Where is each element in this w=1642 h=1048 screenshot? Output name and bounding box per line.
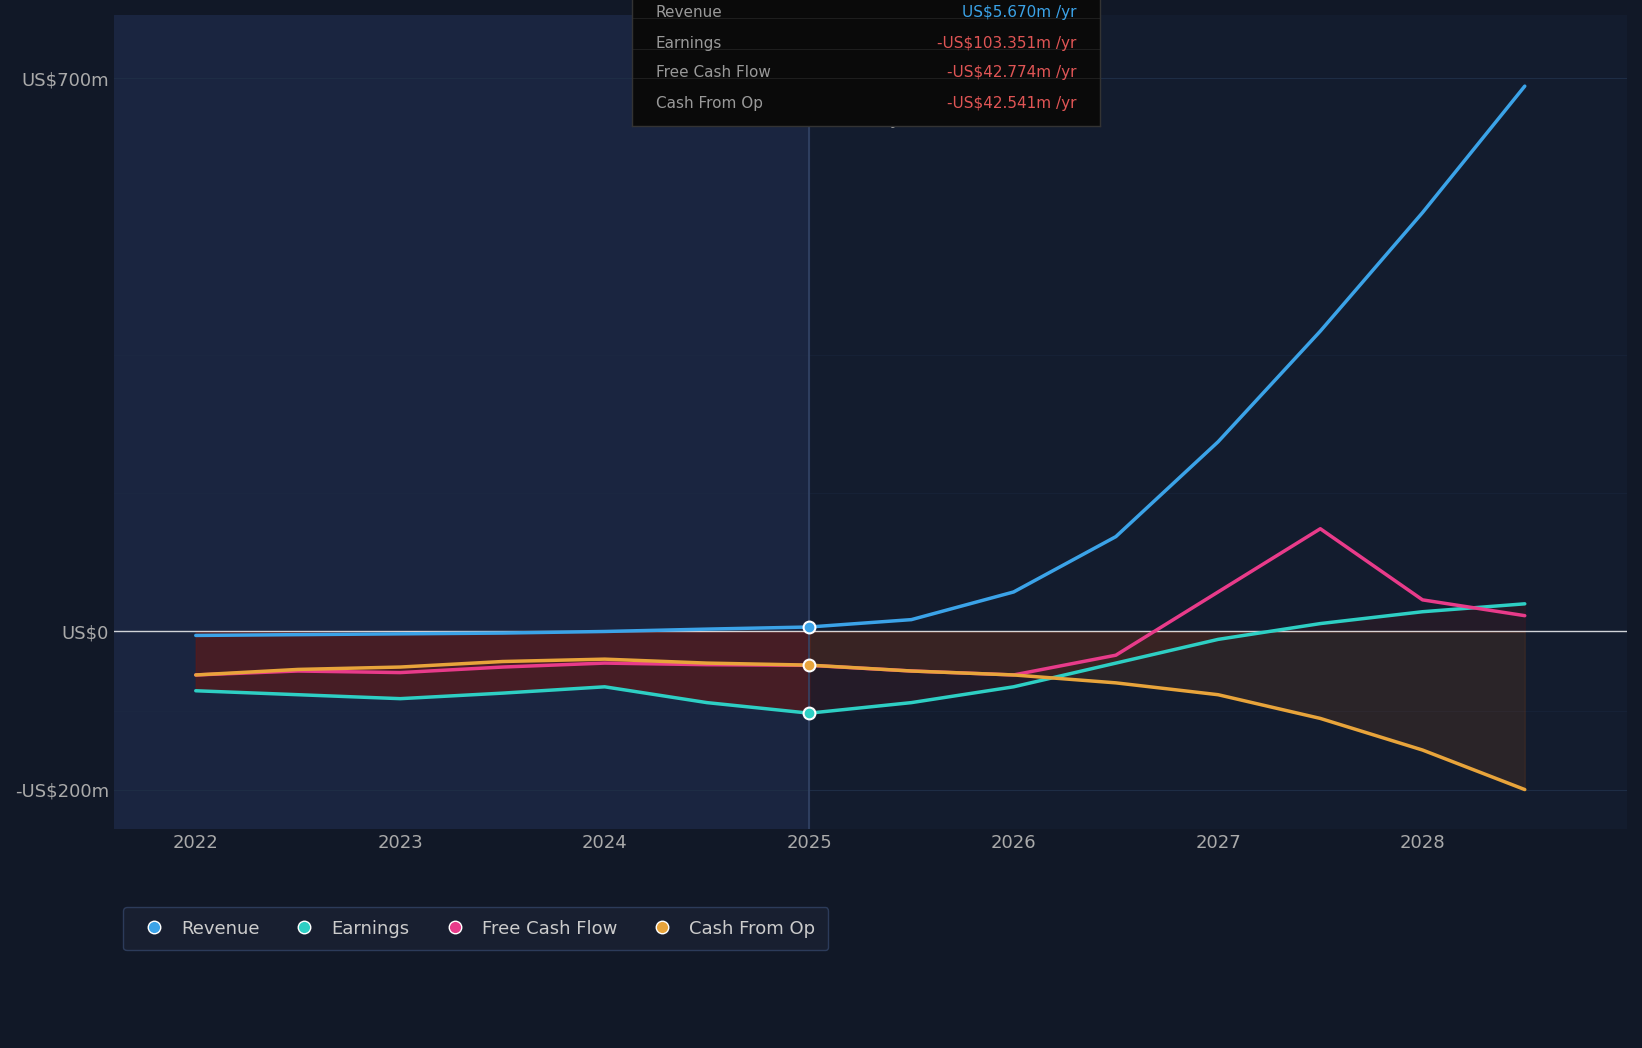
Text: Cash From Op: Cash From Op [655, 96, 762, 111]
Text: Earnings: Earnings [655, 36, 722, 51]
Text: -US$103.351m /yr: -US$103.351m /yr [938, 36, 1077, 51]
Legend: Revenue, Earnings, Free Cash Flow, Cash From Op: Revenue, Earnings, Free Cash Flow, Cash … [123, 907, 828, 951]
Text: Past: Past [721, 110, 759, 128]
Bar [113, 15, 810, 829]
Text: US$5.670m /yr: US$5.670m /yr [962, 5, 1077, 20]
Text: -US$42.541m /yr: -US$42.541m /yr [947, 96, 1077, 111]
Text: Revenue: Revenue [655, 5, 722, 20]
Text: Free Cash Flow: Free Cash Flow [655, 65, 770, 81]
Text: Analysts Forecasts: Analysts Forecasts [851, 110, 1018, 128]
Text: -US$42.774m /yr: -US$42.774m /yr [947, 65, 1077, 81]
